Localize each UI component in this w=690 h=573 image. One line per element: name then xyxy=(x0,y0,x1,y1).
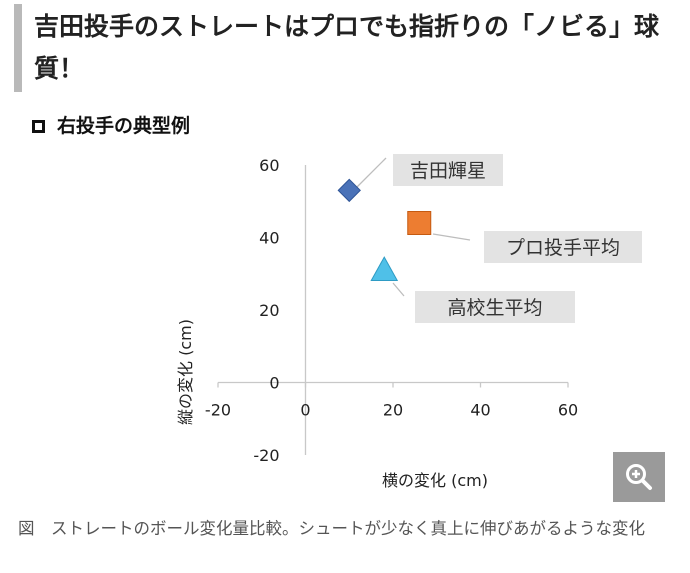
data-point-triangle xyxy=(370,256,399,282)
callout-box xyxy=(415,291,575,323)
y-tick-label: 40 xyxy=(259,229,279,248)
zoom-button[interactable] xyxy=(613,452,665,502)
x-tick-label: -20 xyxy=(205,401,231,420)
y-tick-label: 0 xyxy=(269,374,279,393)
square-bullet-icon xyxy=(32,119,45,133)
article-heading: 吉田投手のストレートはプロでも指折りの「ノビる」球質！ xyxy=(14,4,679,92)
callout-box xyxy=(393,154,503,186)
callout-leader-line xyxy=(392,282,405,297)
chart-tick-labels: -20 0 20 40 60 60 40 20 0 -20 xyxy=(205,156,578,465)
y-tick-label: 20 xyxy=(259,301,279,320)
figure-caption: 図 ストレートのボール変化量比較。シュートが少なく真上に伸びあがるような変化 xyxy=(18,519,645,538)
callout-leader-line xyxy=(356,157,387,188)
series-label: 吉田輝星 xyxy=(410,160,486,182)
y-tick-label: 60 xyxy=(259,156,279,175)
chart-points xyxy=(337,178,432,282)
section-title: 右投手の典型例 xyxy=(32,112,190,140)
chart-axes xyxy=(217,165,569,455)
zoom-in-icon xyxy=(626,464,652,490)
x-tick-label: 60 xyxy=(558,401,578,420)
x-tick-label: 20 xyxy=(383,401,403,420)
y-axis-label: 縦の変化 (cm) xyxy=(176,319,195,425)
x-tick-label: 0 xyxy=(300,401,310,420)
callout-box xyxy=(484,231,642,263)
data-point-square xyxy=(407,211,432,235)
callout-leader-line xyxy=(432,233,471,241)
data-point-diamond xyxy=(337,178,361,203)
x-tick-label: 40 xyxy=(470,401,490,420)
article-heading-text: 吉田投手のストレートはプロでも指折りの「ノビる」球質！ xyxy=(34,12,660,83)
y-tick-label: -20 xyxy=(253,446,279,465)
series-label: 高校生平均 xyxy=(447,297,542,319)
x-axis-label: 横の変化 (cm) xyxy=(382,471,488,490)
series-label: プロ投手平均 xyxy=(506,237,620,259)
section-title-text: 右投手の典型例 xyxy=(57,115,191,137)
